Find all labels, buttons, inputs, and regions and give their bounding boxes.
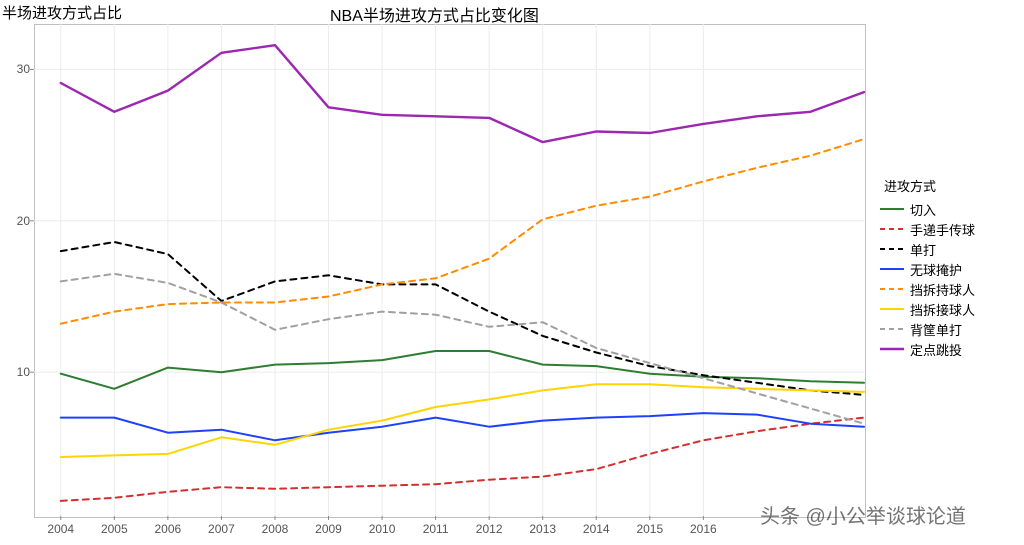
- x-tick-label: 2007: [208, 522, 235, 536]
- x-tick-label: 2012: [476, 522, 503, 536]
- legend-label: 手递手传球: [910, 220, 975, 239]
- x-tick-label: 2011: [423, 522, 449, 536]
- legend-swatch: [880, 202, 904, 216]
- series-pnr_ball: [61, 139, 864, 324]
- x-tick-label: 2004: [47, 522, 74, 536]
- legend-title: 进攻方式: [880, 176, 975, 195]
- series-postup: [61, 274, 864, 424]
- legend-item-iso: 单打: [880, 239, 975, 259]
- x-tick-label: 2009: [315, 522, 342, 536]
- x-tick-label: 2006: [155, 522, 182, 536]
- legend-swatch: [880, 342, 904, 356]
- y-tick-label: 10: [2, 365, 30, 379]
- legend-item-handoff: 手递手传球: [880, 219, 975, 239]
- x-tick-label: 2005: [101, 522, 128, 536]
- y-tick-label: 30: [2, 62, 30, 76]
- legend-swatch: [880, 242, 904, 256]
- legend-label: 定点跳投: [910, 340, 962, 359]
- legend-item-postup: 背筐单打: [880, 319, 975, 339]
- legend-swatch: [880, 282, 904, 296]
- x-tick-label: 2015: [636, 522, 663, 536]
- x-tick-label: 2008: [262, 522, 289, 536]
- legend-label: 切入: [910, 200, 936, 219]
- legend-item-cut: 切入: [880, 199, 975, 219]
- chart-root: 半场进攻方式占比 NBA半场进攻方式占比变化图 2004200520062007…: [0, 0, 1024, 545]
- x-tick-label: 2014: [583, 522, 610, 536]
- series-handoff: [61, 418, 864, 501]
- legend-label: 背筐单打: [910, 320, 962, 339]
- legend-label: 挡拆持球人: [910, 280, 975, 299]
- legend: 进攻方式 切入手递手传球单打无球掩护挡拆持球人挡拆接球人背筐单打定点跳投: [880, 176, 975, 359]
- x-tick-label: 2013: [529, 522, 556, 536]
- legend-item-offscreen: 无球掩护: [880, 259, 975, 279]
- legend-label: 无球掩护: [910, 260, 962, 279]
- legend-item-pnr_ball: 挡拆持球人: [880, 279, 975, 299]
- legend-item-spotup: 定点跳投: [880, 339, 975, 359]
- series-spotup: [61, 45, 864, 142]
- plot-svg: [0, 0, 1024, 545]
- x-tick-label: 2016: [690, 522, 717, 536]
- legend-swatch: [880, 262, 904, 276]
- legend-swatch: [880, 322, 904, 336]
- legend-swatch: [880, 302, 904, 316]
- legend-item-pnr_roll: 挡拆接球人: [880, 299, 975, 319]
- series-cut: [61, 351, 864, 389]
- legend-label: 挡拆接球人: [910, 300, 975, 319]
- legend-swatch: [880, 222, 904, 236]
- series-offscreen: [61, 413, 864, 440]
- legend-label: 单打: [910, 240, 936, 259]
- series-pnr_roll: [61, 384, 864, 457]
- x-tick-label: 2010: [369, 522, 396, 536]
- y-tick-label: 20: [2, 214, 30, 228]
